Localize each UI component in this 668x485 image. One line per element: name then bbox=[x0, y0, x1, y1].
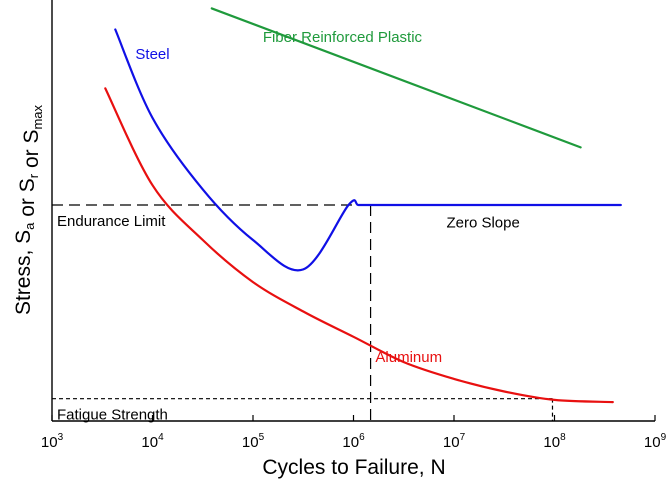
x-tick-label: 109 bbox=[644, 432, 667, 451]
series-fiber-reinforced-plastic bbox=[210, 7, 582, 149]
x-tick-label: 104 bbox=[141, 432, 164, 451]
annotation-fiber-reinforced-plastic: Fiber Reinforced Plastic bbox=[263, 29, 423, 46]
annotation-aluminum: Aluminum bbox=[375, 349, 442, 366]
endurance-limit-label: Endurance Limit bbox=[57, 213, 166, 230]
annotation-zero-slope: Zero Slope bbox=[446, 214, 519, 231]
y-axis-title: Stress, Sa or Sr or Smax bbox=[12, 104, 45, 315]
series-aluminum bbox=[104, 87, 614, 404]
x-axis-title: Cycles to Failure, N bbox=[262, 456, 445, 479]
x-tick-label: 106 bbox=[342, 432, 365, 451]
x-tick-label: 107 bbox=[443, 432, 466, 451]
x-tick-label: 103 bbox=[41, 432, 64, 451]
x-tick-label: 105 bbox=[242, 432, 265, 451]
fatigue-strength-label: Fatigue Strength bbox=[57, 407, 168, 424]
series-steel bbox=[114, 28, 622, 272]
annotation-steel: Steel bbox=[135, 46, 169, 63]
x-tick-label: 108 bbox=[543, 432, 566, 451]
